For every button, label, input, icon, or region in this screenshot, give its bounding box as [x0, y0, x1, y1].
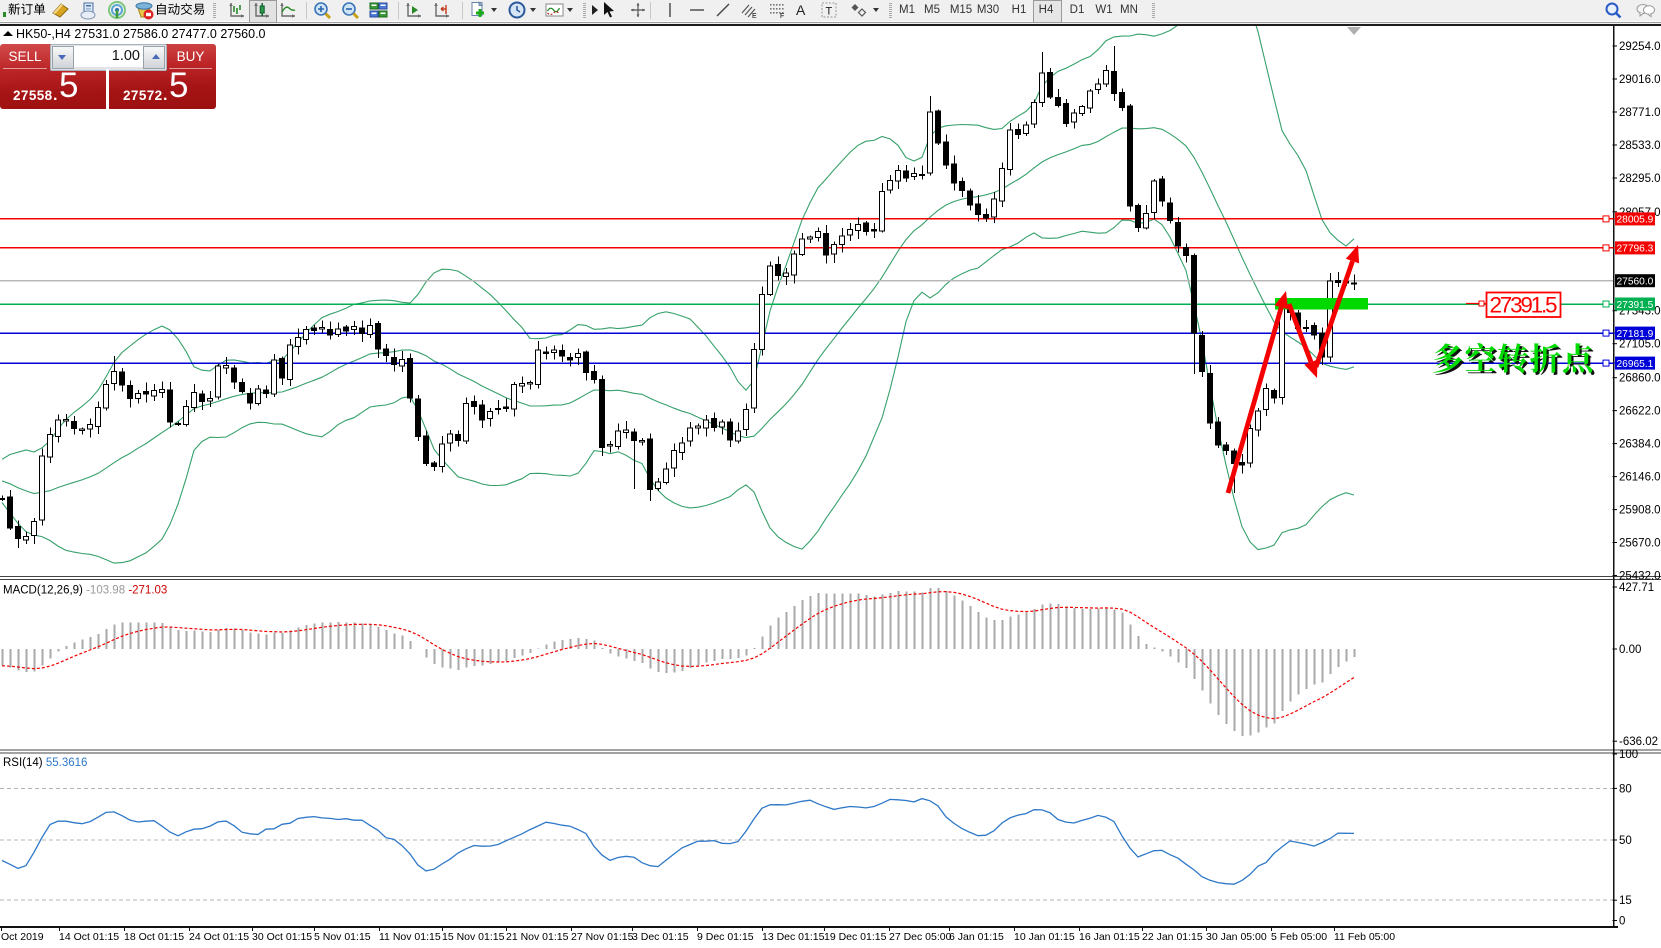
- svg-text:E: E: [752, 13, 757, 20]
- svg-text:5 Nov 01:15: 5 Nov 01:15: [314, 931, 371, 943]
- svg-text:0: 0: [1619, 916, 1625, 928]
- svg-text:T: T: [826, 6, 833, 18]
- svg-text:-636.02: -636.02: [1619, 736, 1658, 748]
- svg-text:11 Feb 05:00: 11 Feb 05:00: [1334, 931, 1395, 943]
- svg-text:26860.0: 26860.0: [1619, 373, 1661, 385]
- svg-text:15 Nov 01:15: 15 Nov 01:15: [442, 931, 505, 943]
- svg-text:427.71: 427.71: [1619, 582, 1654, 594]
- svg-text:27181.9: 27181.9: [1617, 329, 1654, 340]
- svg-text:MACD(12,26,9) -103.98 -271.03: MACD(12,26,9) -103.98 -271.03: [3, 585, 167, 597]
- svg-text:16 Jan 01:15: 16 Jan 01:15: [1079, 931, 1140, 943]
- svg-text:25432.0: 25432.0: [1619, 571, 1661, 583]
- svg-text:80: 80: [1619, 783, 1632, 795]
- svg-text:18 Oct 01:15: 18 Oct 01:15: [124, 931, 184, 943]
- svg-text:28771.0: 28771.0: [1619, 107, 1661, 119]
- svg-text:3 Dec 01:15: 3 Dec 01:15: [632, 931, 689, 943]
- svg-text:29016.0: 29016.0: [1619, 74, 1661, 86]
- svg-text:30 Oct 01:15: 30 Oct 01:15: [252, 931, 312, 943]
- svg-text:27560.0: 27560.0: [1617, 277, 1654, 288]
- svg-text:RSI(14) 55.3616: RSI(14) 55.3616: [3, 757, 87, 769]
- svg-text:28295.0: 28295.0: [1619, 173, 1661, 185]
- svg-text:HK50-,H4 27531.0 27586.0 2747: HK50-,H4 27531.0 27586.0 27477.0 27560.0: [16, 27, 266, 41]
- svg-text:27796.3: 27796.3: [1617, 244, 1654, 255]
- svg-text:21 Nov 01:15: 21 Nov 01:15: [506, 931, 569, 943]
- svg-text:25670.0: 25670.0: [1619, 538, 1661, 550]
- svg-text:28005.9: 28005.9: [1617, 215, 1654, 226]
- svg-text:28533.0: 28533.0: [1619, 140, 1661, 152]
- svg-text:24 Oct 01:15: 24 Oct 01:15: [189, 931, 249, 943]
- svg-text:27391.5: 27391.5: [1617, 300, 1654, 311]
- svg-text:30 Jan 05:00: 30 Jan 05:00: [1206, 931, 1267, 943]
- svg-text:13 Dec 01:15: 13 Dec 01:15: [762, 931, 825, 943]
- svg-text:14 Oct 01:15: 14 Oct 01:15: [59, 931, 119, 943]
- svg-text:50: 50: [1619, 835, 1632, 847]
- svg-text:9 Dec 01:15: 9 Dec 01:15: [697, 931, 754, 943]
- svg-text:29254.0: 29254.0: [1619, 41, 1661, 53]
- svg-text:27391.5: 27391.5: [1490, 293, 1558, 318]
- svg-text:F: F: [780, 13, 784, 20]
- svg-text:27 Dec 05:00: 27 Dec 05:00: [889, 931, 952, 943]
- svg-text:27105.0: 27105.0: [1619, 339, 1661, 351]
- svg-text:15: 15: [1619, 895, 1632, 907]
- svg-text:5 Feb 05:00: 5 Feb 05:00: [1271, 931, 1327, 943]
- svg-text:10 Jan 01:15: 10 Jan 01:15: [1014, 931, 1075, 943]
- svg-text:26622.0: 26622.0: [1619, 406, 1661, 418]
- svg-text:27 Nov 01:15: 27 Nov 01:15: [571, 931, 634, 943]
- svg-text:100: 100: [1619, 749, 1638, 761]
- svg-text:0.00: 0.00: [1619, 644, 1641, 656]
- svg-text:25908.0: 25908.0: [1619, 505, 1661, 517]
- svg-text:26384.0: 26384.0: [1619, 439, 1661, 451]
- svg-text:26965.1: 26965.1: [1617, 359, 1654, 370]
- svg-text:26146.0: 26146.0: [1619, 472, 1661, 484]
- svg-text:11 Nov 01:15: 11 Nov 01:15: [379, 931, 441, 943]
- svg-text:19 Dec 01:15: 19 Dec 01:15: [824, 931, 887, 943]
- svg-text:6 Jan 01:15: 6 Jan 01:15: [949, 931, 1004, 943]
- svg-text:22 Jan 01:15: 22 Jan 01:15: [1142, 931, 1203, 943]
- svg-text:Oct 2019: Oct 2019: [1, 931, 44, 943]
